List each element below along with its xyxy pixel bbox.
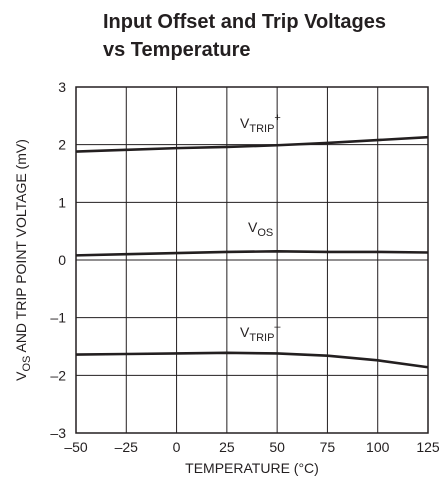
series-label: VOS <box>248 219 273 239</box>
series-line <box>75 351 429 369</box>
x-tick-label: 75 <box>320 439 336 455</box>
x-tick-label: 125 <box>416 439 440 455</box>
y-tick-label: –1 <box>50 310 66 326</box>
y-tick-label: 3 <box>58 79 66 95</box>
series-line <box>75 135 429 153</box>
y-label-part: V <box>13 371 29 381</box>
label-base: V <box>248 219 258 235</box>
chart-title: vs Temperature <box>103 39 250 61</box>
y-tick-label: 2 <box>58 137 66 153</box>
x-tick-label: 0 <box>173 439 181 455</box>
label-base: V <box>240 324 250 340</box>
label-sub: TRIP <box>249 332 274 344</box>
x-tick-label: 100 <box>366 439 390 455</box>
x-axis-label: TEMPERATURE (°C) <box>185 460 319 476</box>
label-sup: + <box>274 112 280 124</box>
y-label-part: AND TRIP POINT VOLTAGE (mV) <box>13 139 29 356</box>
y-tick-label: –2 <box>50 367 66 383</box>
y-tick-label: 1 <box>58 194 66 210</box>
x-tick-label: –25 <box>115 439 139 455</box>
label-base: V <box>240 115 250 131</box>
y-label-sub: OS <box>21 356 33 372</box>
x-tick-label: 25 <box>219 439 235 455</box>
series-label: VTRIP– <box>240 321 281 344</box>
label-sup: – <box>274 321 281 333</box>
x-tick-label: 50 <box>269 439 285 455</box>
series-line <box>75 250 429 257</box>
series-label: VTRIP+ <box>240 112 281 135</box>
y-tick-label: 0 <box>58 252 66 268</box>
chart-title: Input Offset and Trip Voltages <box>103 11 386 33</box>
label-sub: TRIP <box>249 123 274 135</box>
y-tick-label: –3 <box>50 425 66 441</box>
y-axis-label: VOS AND TRIP POINT VOLTAGE (mV) <box>13 139 33 381</box>
plot-frame <box>75 86 429 434</box>
x-tick-label: –50 <box>64 439 88 455</box>
label-sub: OS <box>257 227 273 239</box>
